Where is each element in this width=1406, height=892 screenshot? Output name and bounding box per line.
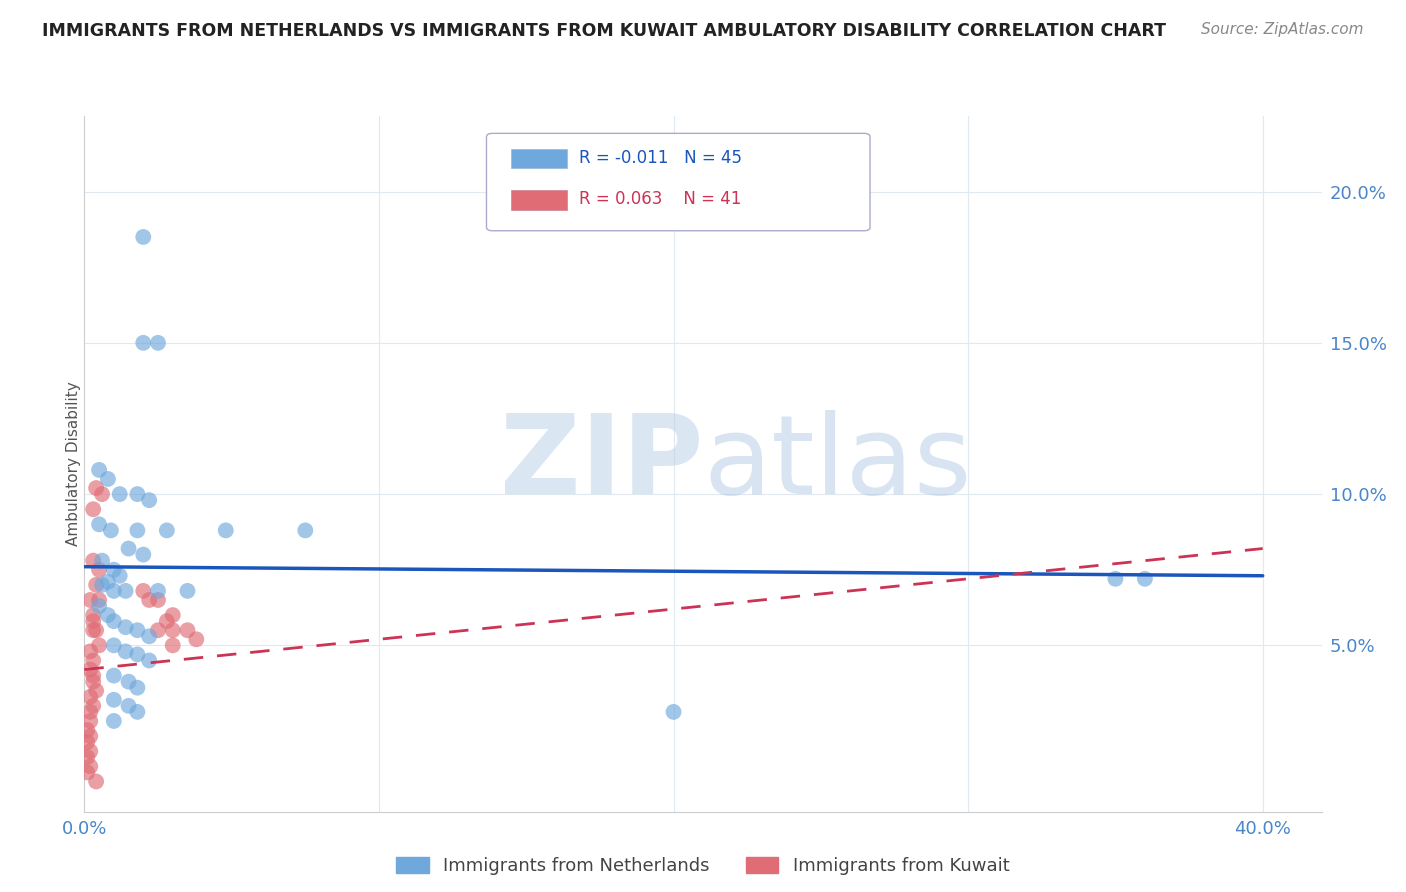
Text: R = -0.011   N = 45: R = -0.011 N = 45 <box>579 149 742 167</box>
Point <box>79 744 101 758</box>
Point <box>87 463 110 477</box>
Point <box>76 750 98 764</box>
Point <box>138 629 160 643</box>
Point <box>114 620 136 634</box>
Point <box>1133 572 1156 586</box>
FancyBboxPatch shape <box>512 190 567 210</box>
Point <box>87 593 110 607</box>
Point <box>162 608 184 623</box>
Point <box>84 683 107 698</box>
Y-axis label: Ambulatory Disability: Ambulatory Disability <box>66 382 80 546</box>
Legend: Immigrants from Netherlands, Immigrants from Kuwait: Immigrants from Netherlands, Immigrants … <box>389 850 1017 883</box>
Point <box>103 614 125 628</box>
Point <box>79 644 101 658</box>
Point <box>84 774 107 789</box>
Point <box>132 548 155 562</box>
Point <box>87 599 110 613</box>
Text: R = 0.063    N = 41: R = 0.063 N = 41 <box>579 191 741 209</box>
Point <box>117 674 139 689</box>
Point <box>79 690 101 704</box>
Point <box>79 714 101 728</box>
Point <box>146 624 169 638</box>
FancyBboxPatch shape <box>486 134 870 231</box>
Point <box>215 524 238 538</box>
Point <box>103 563 125 577</box>
Point <box>662 705 685 719</box>
Point <box>127 624 149 638</box>
Point <box>76 723 98 737</box>
Point <box>82 502 104 516</box>
Point <box>97 608 120 623</box>
Point <box>97 472 120 486</box>
Point <box>127 705 149 719</box>
Point <box>294 524 316 538</box>
Point <box>82 653 104 667</box>
Point <box>82 624 104 638</box>
Point <box>84 481 107 495</box>
Point <box>79 729 101 743</box>
Point <box>146 583 169 598</box>
Point <box>162 624 184 638</box>
Point <box>82 668 104 682</box>
Point <box>127 524 149 538</box>
Point <box>1104 572 1126 586</box>
Point <box>114 644 136 658</box>
Point <box>162 638 184 652</box>
Point <box>132 230 155 244</box>
FancyBboxPatch shape <box>512 149 567 169</box>
Point <box>79 663 101 677</box>
Point <box>82 614 104 628</box>
Point <box>84 578 107 592</box>
Point <box>91 554 114 568</box>
Point <box>108 487 131 501</box>
Point <box>176 624 198 638</box>
Point <box>176 583 198 598</box>
Point <box>127 487 149 501</box>
Point <box>117 541 139 556</box>
Point <box>79 759 101 773</box>
Point <box>127 648 149 662</box>
Point <box>79 705 101 719</box>
Text: atlas: atlas <box>703 410 972 517</box>
Point <box>132 335 155 350</box>
Point <box>146 593 169 607</box>
Point <box>103 714 125 728</box>
Point <box>114 583 136 598</box>
Point <box>87 517 110 532</box>
Point <box>103 583 125 598</box>
Point <box>146 335 169 350</box>
Point <box>156 614 179 628</box>
Point <box>97 574 120 589</box>
Point <box>103 693 125 707</box>
Point <box>87 563 110 577</box>
Point <box>79 593 101 607</box>
Text: Source: ZipAtlas.com: Source: ZipAtlas.com <box>1201 22 1364 37</box>
Text: ZIP: ZIP <box>499 410 703 517</box>
Point <box>132 583 155 598</box>
Point <box>84 624 107 638</box>
Point <box>103 668 125 682</box>
Point <box>138 593 160 607</box>
Point <box>76 765 98 780</box>
Point <box>186 632 208 647</box>
Point <box>108 568 131 582</box>
Point <box>87 638 110 652</box>
Point <box>91 487 114 501</box>
Point <box>117 698 139 713</box>
Point <box>91 578 114 592</box>
Point <box>100 524 122 538</box>
Point <box>127 681 149 695</box>
Point <box>82 554 104 568</box>
Point <box>82 608 104 623</box>
Point <box>76 735 98 749</box>
Point <box>138 493 160 508</box>
Point <box>138 653 160 667</box>
Point <box>82 698 104 713</box>
Point <box>103 638 125 652</box>
Text: IMMIGRANTS FROM NETHERLANDS VS IMMIGRANTS FROM KUWAIT AMBULATORY DISABILITY CORR: IMMIGRANTS FROM NETHERLANDS VS IMMIGRANT… <box>42 22 1166 40</box>
Point <box>156 524 179 538</box>
Point <box>82 674 104 689</box>
